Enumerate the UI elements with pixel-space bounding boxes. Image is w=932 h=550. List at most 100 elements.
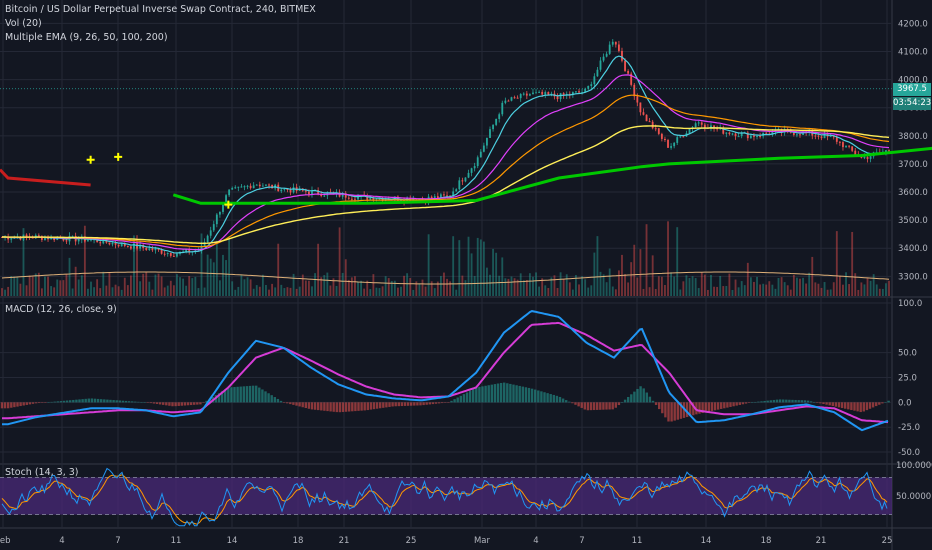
macd-histogram-bar — [586, 402, 590, 411]
macd-histogram-bar — [363, 402, 366, 411]
macd-histogram-bar — [627, 396, 630, 403]
volume-bar — [878, 288, 881, 296]
macd-histogram-bar — [258, 387, 261, 403]
candle — [544, 92, 547, 95]
macd-histogram-bar — [137, 401, 140, 403]
volume-bar — [157, 273, 160, 296]
volume-bar — [203, 287, 206, 296]
candle — [796, 134, 798, 136]
volume-bar — [390, 281, 393, 296]
candle — [166, 253, 169, 255]
macd-histogram-bar — [847, 402, 850, 410]
macd-histogram-bar — [34, 402, 38, 404]
volume-bar — [599, 271, 602, 296]
candle — [31, 237, 34, 239]
vol-indicator-label[interactable]: Vol (20) — [5, 18, 42, 29]
volume-bar — [139, 281, 142, 296]
candle — [636, 96, 639, 103]
candle — [842, 142, 844, 148]
volume-bar — [301, 274, 304, 296]
candle — [605, 53, 608, 57]
volume-bar — [756, 276, 758, 296]
macd-histogram-bar — [124, 400, 128, 403]
candle — [749, 135, 752, 139]
volume-bar — [458, 240, 461, 296]
x-tick-label: 11 — [632, 536, 643, 546]
price-pane[interactable] — [0, 39, 932, 258]
ema-indicator-label[interactable]: Multiple EMA (9, 26, 50, 100, 200) — [5, 32, 168, 43]
macd-histogram-bar — [286, 402, 289, 404]
candle — [369, 197, 372, 200]
candle — [308, 191, 310, 195]
volume-bar — [436, 281, 439, 296]
volume-bar — [151, 289, 154, 296]
macd-histogram-bar — [301, 402, 304, 408]
macd-histogram-bar — [428, 402, 431, 405]
volume-bar — [50, 286, 53, 296]
macd-histogram-bar — [13, 402, 16, 408]
stoch-indicator-label[interactable]: Stoch (14, 3, 3) — [5, 467, 79, 478]
volume-bar — [869, 280, 872, 296]
candle — [430, 196, 433, 199]
volume-bar — [136, 235, 138, 296]
volume-bar — [783, 282, 786, 296]
stoch-pane[interactable] — [0, 467, 892, 527]
volume-bar — [400, 286, 402, 296]
macd-histogram-bar — [747, 402, 751, 403]
volume-bar — [354, 276, 356, 296]
macd-histogram-bar — [93, 398, 97, 403]
volume-bar — [550, 277, 553, 296]
macd-histogram-bar — [884, 402, 887, 403]
macd-histogram-bar — [348, 402, 351, 412]
macd-pane[interactable] — [0, 310, 890, 432]
volume-bar — [105, 285, 108, 296]
bar-countdown-tag: 03:54:23 — [893, 97, 932, 110]
candle — [461, 180, 464, 182]
volume-bar — [215, 240, 218, 296]
macd-histogram-bar — [326, 402, 329, 412]
volume-bar — [304, 280, 307, 296]
volume-bar — [169, 280, 172, 296]
macd-histogram-bar — [53, 401, 56, 403]
candle — [835, 137, 838, 142]
macd-histogram-bar — [769, 400, 772, 403]
volume-bar — [326, 272, 329, 296]
candle — [713, 125, 715, 129]
volume-bar — [645, 224, 648, 296]
candle — [255, 184, 258, 186]
macd-histogram-bar — [577, 402, 580, 407]
macd-indicator-label[interactable]: MACD (12, 26, close, 9) — [5, 304, 117, 315]
macd-histogram-bar — [840, 402, 844, 409]
candle — [157, 248, 160, 250]
macd-histogram-bar — [806, 400, 810, 403]
volume-bar — [617, 270, 620, 296]
candle — [728, 132, 731, 135]
volume-bar — [22, 228, 25, 296]
volume-bar — [479, 239, 482, 296]
macd-histogram-bar — [171, 402, 174, 407]
macd-histogram-bar — [744, 402, 748, 404]
macd-histogram-bar — [865, 402, 869, 411]
volume-bar — [857, 289, 860, 296]
macd-histogram-bar — [561, 398, 565, 403]
macd-histogram-bar — [785, 399, 788, 403]
candle — [863, 157, 866, 159]
candle — [446, 195, 448, 197]
volume-bar — [123, 277, 126, 296]
volume-bar — [835, 231, 838, 296]
candle — [829, 136, 832, 138]
candle — [814, 135, 817, 137]
volume-bar — [166, 285, 169, 296]
candle — [832, 136, 835, 138]
volume-bar — [323, 275, 326, 296]
volume-bar — [418, 283, 421, 296]
candle — [627, 70, 630, 74]
volume-bar — [565, 274, 568, 296]
volume-bar — [805, 283, 808, 296]
stoch-d-line — [1, 474, 888, 525]
macd-histogram-bar — [69, 400, 72, 403]
macd-histogram-bar — [499, 382, 503, 403]
macd-histogram-bar — [174, 402, 177, 407]
candle — [688, 128, 691, 134]
